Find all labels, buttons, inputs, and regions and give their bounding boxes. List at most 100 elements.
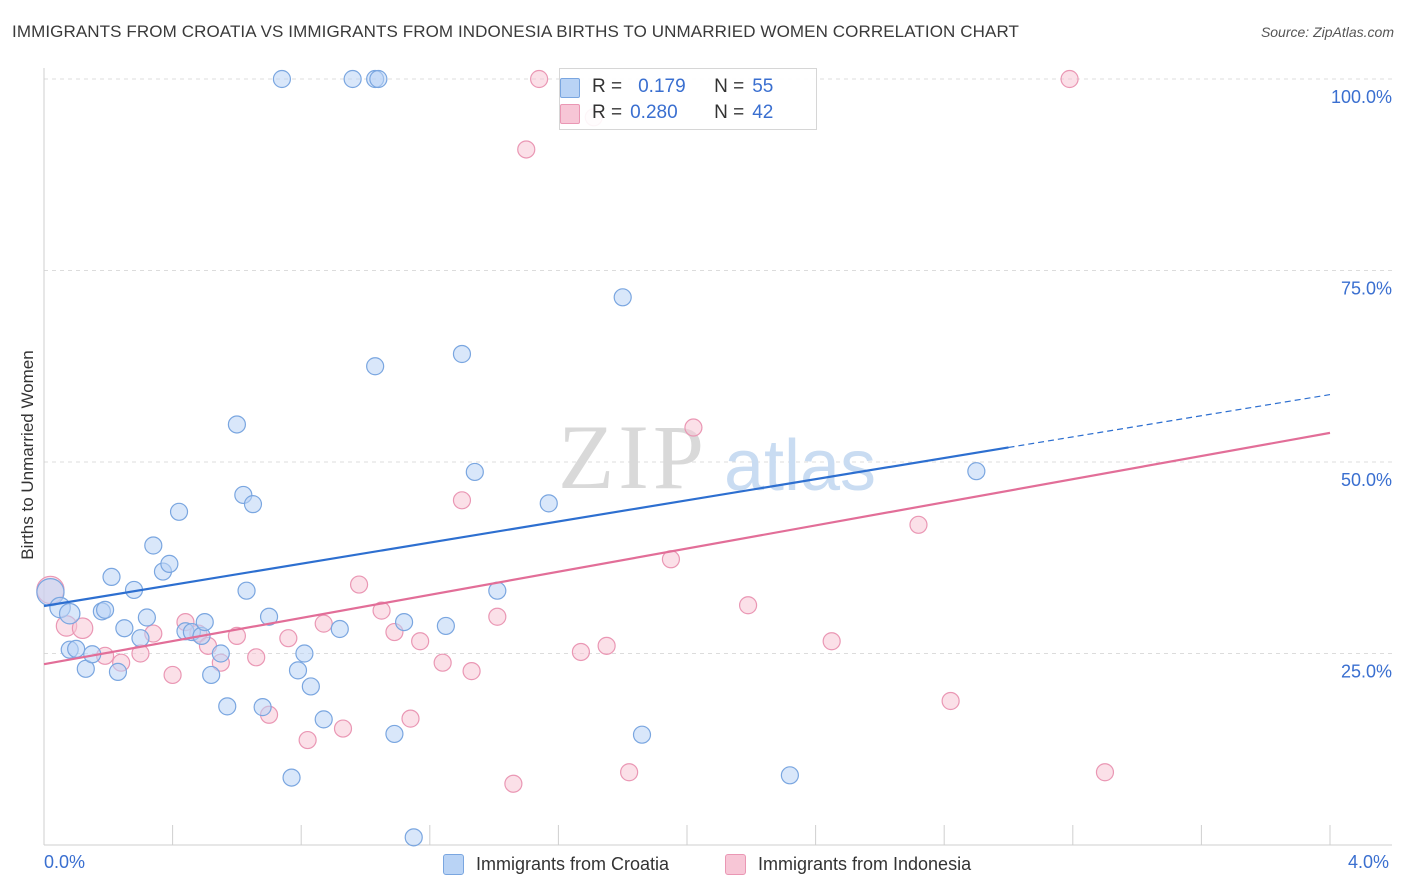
croatia-point — [195, 612, 214, 632]
indonesia-point — [620, 763, 639, 782]
croatia-point — [58, 602, 81, 625]
trend-lines — [43, 393, 1331, 666]
y-tick-label-25: 25.0% — [1341, 662, 1392, 682]
indonesia-point — [909, 515, 928, 534]
chart-title: IMMIGRANTS FROM CROATIA VS IMMIGRANTS FR… — [12, 22, 1019, 41]
croatia-point — [243, 495, 263, 514]
croatia-legend-label: Immigrants from Croatia — [476, 853, 670, 874]
croatia-point — [366, 357, 385, 376]
croatia-point — [108, 662, 128, 681]
y-tick-label-75: 75.0% — [1341, 279, 1392, 299]
croatia-point — [343, 69, 362, 89]
croatia-point — [632, 725, 652, 744]
croatia-point — [465, 462, 484, 482]
x-tick-min: 0.0% — [44, 852, 86, 872]
croatia-point — [218, 697, 237, 716]
axis-layer — [43, 68, 1392, 846]
croatia-point — [436, 616, 455, 636]
croatia-trend-extension — [1008, 393, 1331, 449]
croatia-point — [227, 415, 246, 434]
indonesia-point — [738, 596, 758, 615]
indonesia-legend-swatch — [725, 853, 746, 875]
watermark: ZIP atlas — [558, 406, 876, 508]
x-tick-max: 4.0% — [1348, 852, 1390, 872]
croatia-point — [95, 600, 115, 619]
croatia-point — [102, 567, 121, 587]
croatia-point — [385, 724, 404, 744]
indonesia-point — [452, 491, 472, 510]
y-tick-labels: 25.0% 50.0% 75.0% 100.0% — [1331, 87, 1392, 682]
indonesia-trend-line — [43, 431, 1331, 666]
indonesia-point — [571, 642, 591, 662]
croatia-point — [404, 828, 423, 847]
indonesia-r-value: 0.280 — [630, 102, 678, 123]
croatia-point — [539, 494, 558, 513]
croatia-point — [137, 608, 156, 627]
indonesia-point — [488, 607, 507, 626]
croatia-point — [272, 69, 292, 89]
source-label: Source: ZipAtlas.com — [1260, 24, 1394, 40]
croatia-points — [36, 69, 986, 847]
watermark-zip: ZIP — [558, 406, 708, 508]
bottom-legend-indonesia[interactable]: Immigrants from Indonesia — [725, 852, 971, 876]
croatia-point — [202, 665, 221, 685]
croatia-point — [259, 607, 279, 626]
croatia-point — [613, 288, 632, 307]
indonesia-point — [1095, 763, 1115, 782]
croatia-swatch — [560, 78, 580, 98]
croatia-n-label: N = — [714, 76, 745, 97]
indonesia-point — [504, 774, 523, 793]
indonesia-point — [163, 665, 182, 685]
indonesia-point — [279, 629, 298, 648]
croatia-point — [211, 644, 230, 663]
y-tick-label-50: 50.0% — [1341, 470, 1392, 490]
croatia-point — [394, 612, 414, 632]
croatia-point — [295, 644, 314, 663]
croatia-point — [301, 677, 320, 696]
indonesia-point — [517, 140, 536, 159]
croatia-r-value: 0.179 — [638, 76, 686, 97]
croatia-point — [115, 619, 134, 638]
indonesia-point — [462, 662, 481, 681]
indonesia-n-value: 42 — [752, 102, 774, 123]
croatia-point — [780, 766, 799, 785]
croatia-point — [169, 502, 189, 521]
indonesia-point — [433, 653, 452, 672]
indonesia-point — [401, 709, 420, 728]
grid-layer — [44, 78, 1392, 654]
croatia-point — [288, 661, 308, 680]
indonesia-point — [314, 614, 333, 633]
indonesia-point — [349, 575, 369, 594]
croatia-point — [253, 698, 272, 717]
croatia-trend-line — [43, 446, 1009, 608]
croatia-n-value: 55 — [752, 76, 774, 97]
indonesia-point — [530, 69, 549, 89]
indonesia-point — [941, 691, 960, 711]
indonesia-point — [333, 719, 353, 738]
indonesia-point — [684, 418, 703, 437]
indonesia-n-label: N = — [714, 102, 745, 123]
watermark-atlas: atlas — [724, 426, 876, 506]
y-axis-label: Births to Unmarried Women — [18, 350, 37, 560]
indonesia-legend-label: Immigrants from Indonesia — [758, 853, 972, 874]
indonesia-point — [372, 601, 391, 620]
stats-legend: R = 0.179 N = 55 R = 0.280 N = 42 — [559, 68, 817, 130]
indonesia-point — [227, 626, 246, 645]
indonesia-point — [411, 632, 430, 651]
bottom-legend-croatia[interactable]: Immigrants from Croatia — [443, 852, 669, 876]
y-tick-label-100: 100.0% — [1331, 87, 1392, 107]
croatia-point — [282, 768, 301, 787]
croatia-point — [67, 639, 86, 659]
croatia-point — [160, 554, 179, 573]
legend-row-croatia: R = 0.179 N = 55 — [560, 75, 774, 99]
croatia-point — [330, 619, 349, 639]
indonesia-swatch — [560, 104, 580, 124]
croatia-point — [314, 710, 333, 729]
indonesia-point — [1060, 69, 1079, 89]
croatia-point — [131, 629, 150, 648]
croatia-point — [144, 536, 163, 555]
croatia-legend-swatch — [443, 853, 464, 875]
indonesia-points — [36, 69, 1115, 793]
croatia-r-label: R = — [592, 76, 623, 97]
